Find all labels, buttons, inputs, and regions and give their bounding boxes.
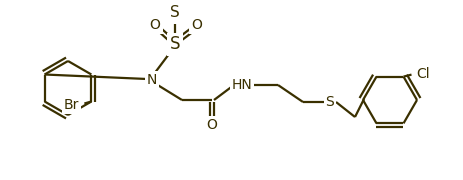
Text: S: S <box>325 95 334 109</box>
Text: O: O <box>206 118 217 132</box>
Text: HN: HN <box>231 78 252 92</box>
Text: O: O <box>149 18 160 32</box>
Text: Br: Br <box>64 98 79 111</box>
Text: Cl: Cl <box>416 67 429 81</box>
Text: N: N <box>146 73 157 87</box>
Text: S: S <box>170 4 180 19</box>
Text: O: O <box>191 18 202 32</box>
Text: S: S <box>169 35 180 53</box>
